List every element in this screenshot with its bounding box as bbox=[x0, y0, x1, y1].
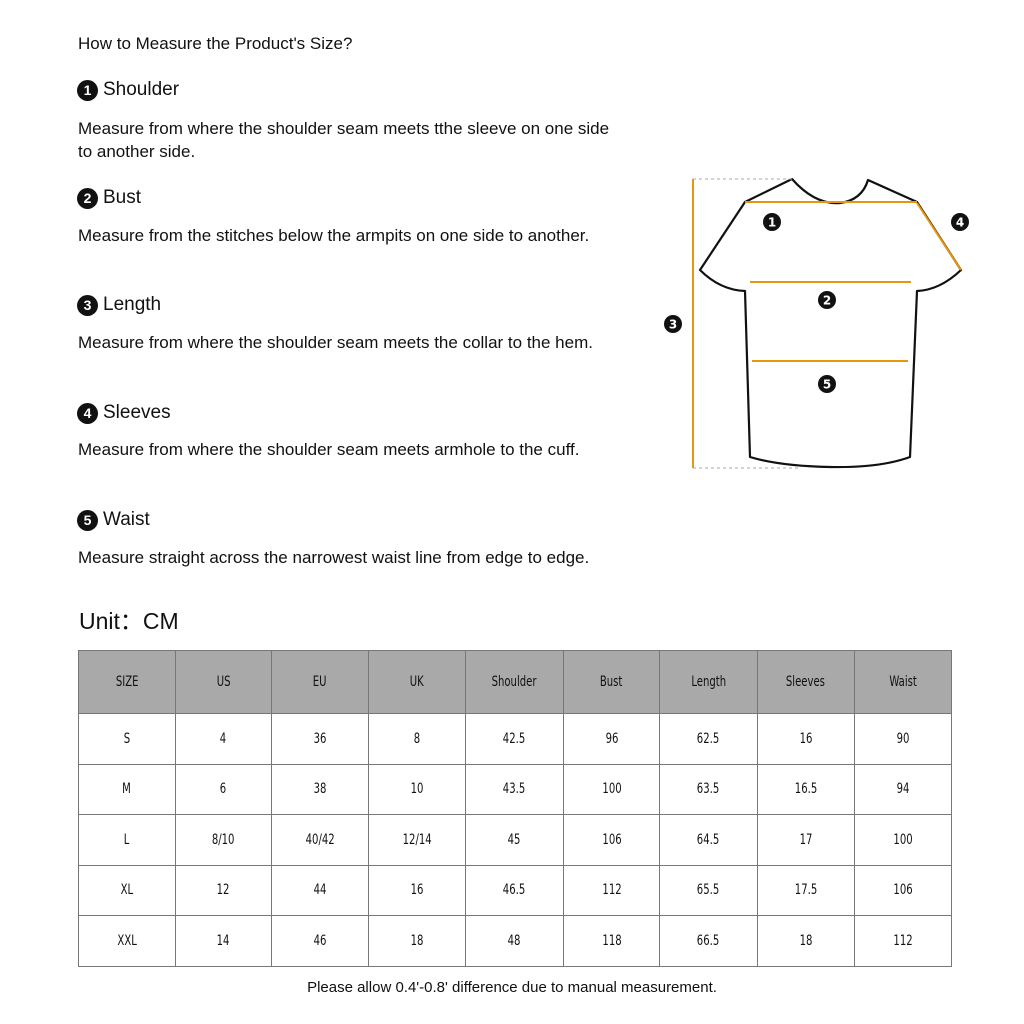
table-cell: 90 bbox=[854, 713, 952, 765]
unit-label: Unit：CM bbox=[79, 608, 179, 634]
table-cell: 38 bbox=[271, 763, 369, 815]
column-header: SIZE bbox=[78, 650, 176, 714]
svg-text:4: 4 bbox=[956, 216, 964, 230]
table-cell: 18 bbox=[367, 915, 466, 967]
section-label: Shoulder bbox=[103, 79, 180, 100]
table-cell: 43.5 bbox=[464, 763, 564, 815]
section-description: Measure from the stitches below the armp… bbox=[78, 226, 590, 245]
number-badge-icon: 3 bbox=[77, 294, 98, 316]
table-cell: 8 bbox=[367, 713, 466, 765]
svg-text:1: 1 bbox=[768, 216, 776, 230]
table-cell: 65.5 bbox=[659, 864, 758, 916]
column-header: US bbox=[174, 650, 273, 714]
table-cell: 62.5 bbox=[659, 713, 758, 765]
svg-text:3: 3 bbox=[669, 318, 677, 332]
table-cell: 14 bbox=[174, 915, 273, 967]
section-description: Measure from where the shoulder seam mee… bbox=[78, 440, 580, 459]
table-cell: 12/14 bbox=[367, 814, 466, 866]
marker-2: 2 bbox=[818, 291, 836, 309]
table-cell: S bbox=[78, 713, 176, 765]
table-cell: 42.5 bbox=[464, 713, 564, 765]
svg-text:5: 5 bbox=[823, 378, 831, 392]
table-row: XXL 14 46 18 48 118 66.5 18 112 bbox=[78, 915, 952, 967]
section-heading: 2 Bust bbox=[77, 187, 141, 209]
section-heading: 3 Length bbox=[77, 294, 161, 316]
section-heading: 5 Waist bbox=[77, 509, 150, 531]
table-cell: 4 bbox=[174, 713, 273, 765]
table-cell: 46.5 bbox=[464, 864, 564, 916]
table-cell: 46 bbox=[271, 915, 369, 967]
tshirt-diagram: 1 2 3 4 5 bbox=[664, 177, 969, 469]
table-cell: 40/42 bbox=[271, 814, 369, 866]
section-description: Measure from where the shoulder seam mee… bbox=[78, 119, 610, 161]
table-cell: 64.5 bbox=[659, 814, 758, 866]
table-cell: 16 bbox=[756, 713, 856, 765]
table-cell: 63.5 bbox=[659, 763, 758, 815]
table-cell: 12 bbox=[174, 864, 273, 916]
table-row: XL 12 44 16 46.5 112 65.5 17.5 106 bbox=[78, 864, 952, 916]
table-cell: 16 bbox=[367, 864, 466, 916]
column-header: EU bbox=[271, 650, 369, 714]
page-title: How to Measure the Product's Size? bbox=[78, 34, 353, 53]
section-description: Measure from where the shoulder seam mee… bbox=[78, 333, 593, 352]
table-cell: 8/10 bbox=[174, 814, 273, 866]
table-cell: 17 bbox=[756, 814, 856, 866]
table-cell: XL bbox=[78, 864, 176, 916]
table-cell: 112 bbox=[854, 915, 952, 967]
table-cell: 45 bbox=[464, 814, 564, 866]
number-badge-icon: 4 bbox=[77, 402, 98, 424]
table-cell: 17.5 bbox=[756, 864, 856, 916]
table-row: S 4 36 8 42.5 96 62.5 16 90 bbox=[78, 713, 952, 765]
table-cell: 48 bbox=[464, 915, 564, 967]
column-header: Shoulder bbox=[464, 650, 564, 714]
section-label: Length bbox=[103, 294, 162, 315]
table-cell: 106 bbox=[562, 814, 661, 866]
tshirt-outline bbox=[698, 177, 963, 469]
table-cell: 44 bbox=[271, 864, 369, 916]
column-header: Length bbox=[659, 650, 758, 714]
svg-text:2: 2 bbox=[823, 294, 831, 308]
section-label: Sleeves bbox=[103, 402, 171, 423]
marker-5: 5 bbox=[818, 375, 836, 393]
table-cell: 18 bbox=[756, 915, 856, 967]
table-row: L 8/10 40/42 12/14 45 106 64.5 17 100 bbox=[78, 814, 952, 866]
column-header: Sleeves bbox=[756, 650, 856, 714]
table-cell: 96 bbox=[562, 713, 661, 765]
column-header: Waist bbox=[854, 650, 952, 714]
number-badge-icon: 2 bbox=[77, 187, 98, 209]
section-description: Measure straight across the narrowest wa… bbox=[78, 548, 590, 567]
table-cell: 16.5 bbox=[756, 763, 856, 815]
table-cell: 94 bbox=[854, 763, 952, 815]
table-cell: 106 bbox=[854, 864, 952, 916]
section-label: Bust bbox=[103, 187, 142, 208]
section-label: Waist bbox=[103, 509, 150, 530]
section-heading: 4 Sleeves bbox=[77, 402, 171, 424]
table-cell: 6 bbox=[174, 763, 273, 815]
table-cell: L bbox=[78, 814, 176, 866]
table-cell: XXL bbox=[78, 915, 176, 967]
table-cell: 66.5 bbox=[659, 915, 758, 967]
column-header: Bust bbox=[562, 650, 661, 714]
number-badge-icon: 1 bbox=[77, 79, 98, 101]
table-cell: 112 bbox=[562, 864, 661, 916]
sleeve-line bbox=[916, 202, 962, 271]
marker-3: 3 bbox=[664, 315, 682, 333]
table-cell: 10 bbox=[367, 763, 466, 815]
table-cell: 100 bbox=[854, 814, 952, 866]
column-header: UK bbox=[367, 650, 466, 714]
marker-4: 4 bbox=[951, 213, 969, 231]
measurement-note: Please allow 0.4'-0.8' difference due to… bbox=[307, 979, 717, 996]
number-badge-icon: 5 bbox=[77, 509, 98, 531]
section-heading: 1 Shoulder bbox=[77, 79, 179, 101]
table-cell: 100 bbox=[562, 763, 661, 815]
table-row: M 6 38 10 43.5 100 63.5 16.5 94 bbox=[78, 763, 952, 815]
table-cell: 118 bbox=[562, 915, 661, 967]
table-cell: M bbox=[78, 763, 176, 815]
size-table: SIZE US EU UK Shoulder Bust Length Sleeves Waist… bbox=[78, 650, 952, 967]
marker-1: 1 bbox=[763, 213, 781, 231]
table-cell: 36 bbox=[271, 713, 369, 765]
